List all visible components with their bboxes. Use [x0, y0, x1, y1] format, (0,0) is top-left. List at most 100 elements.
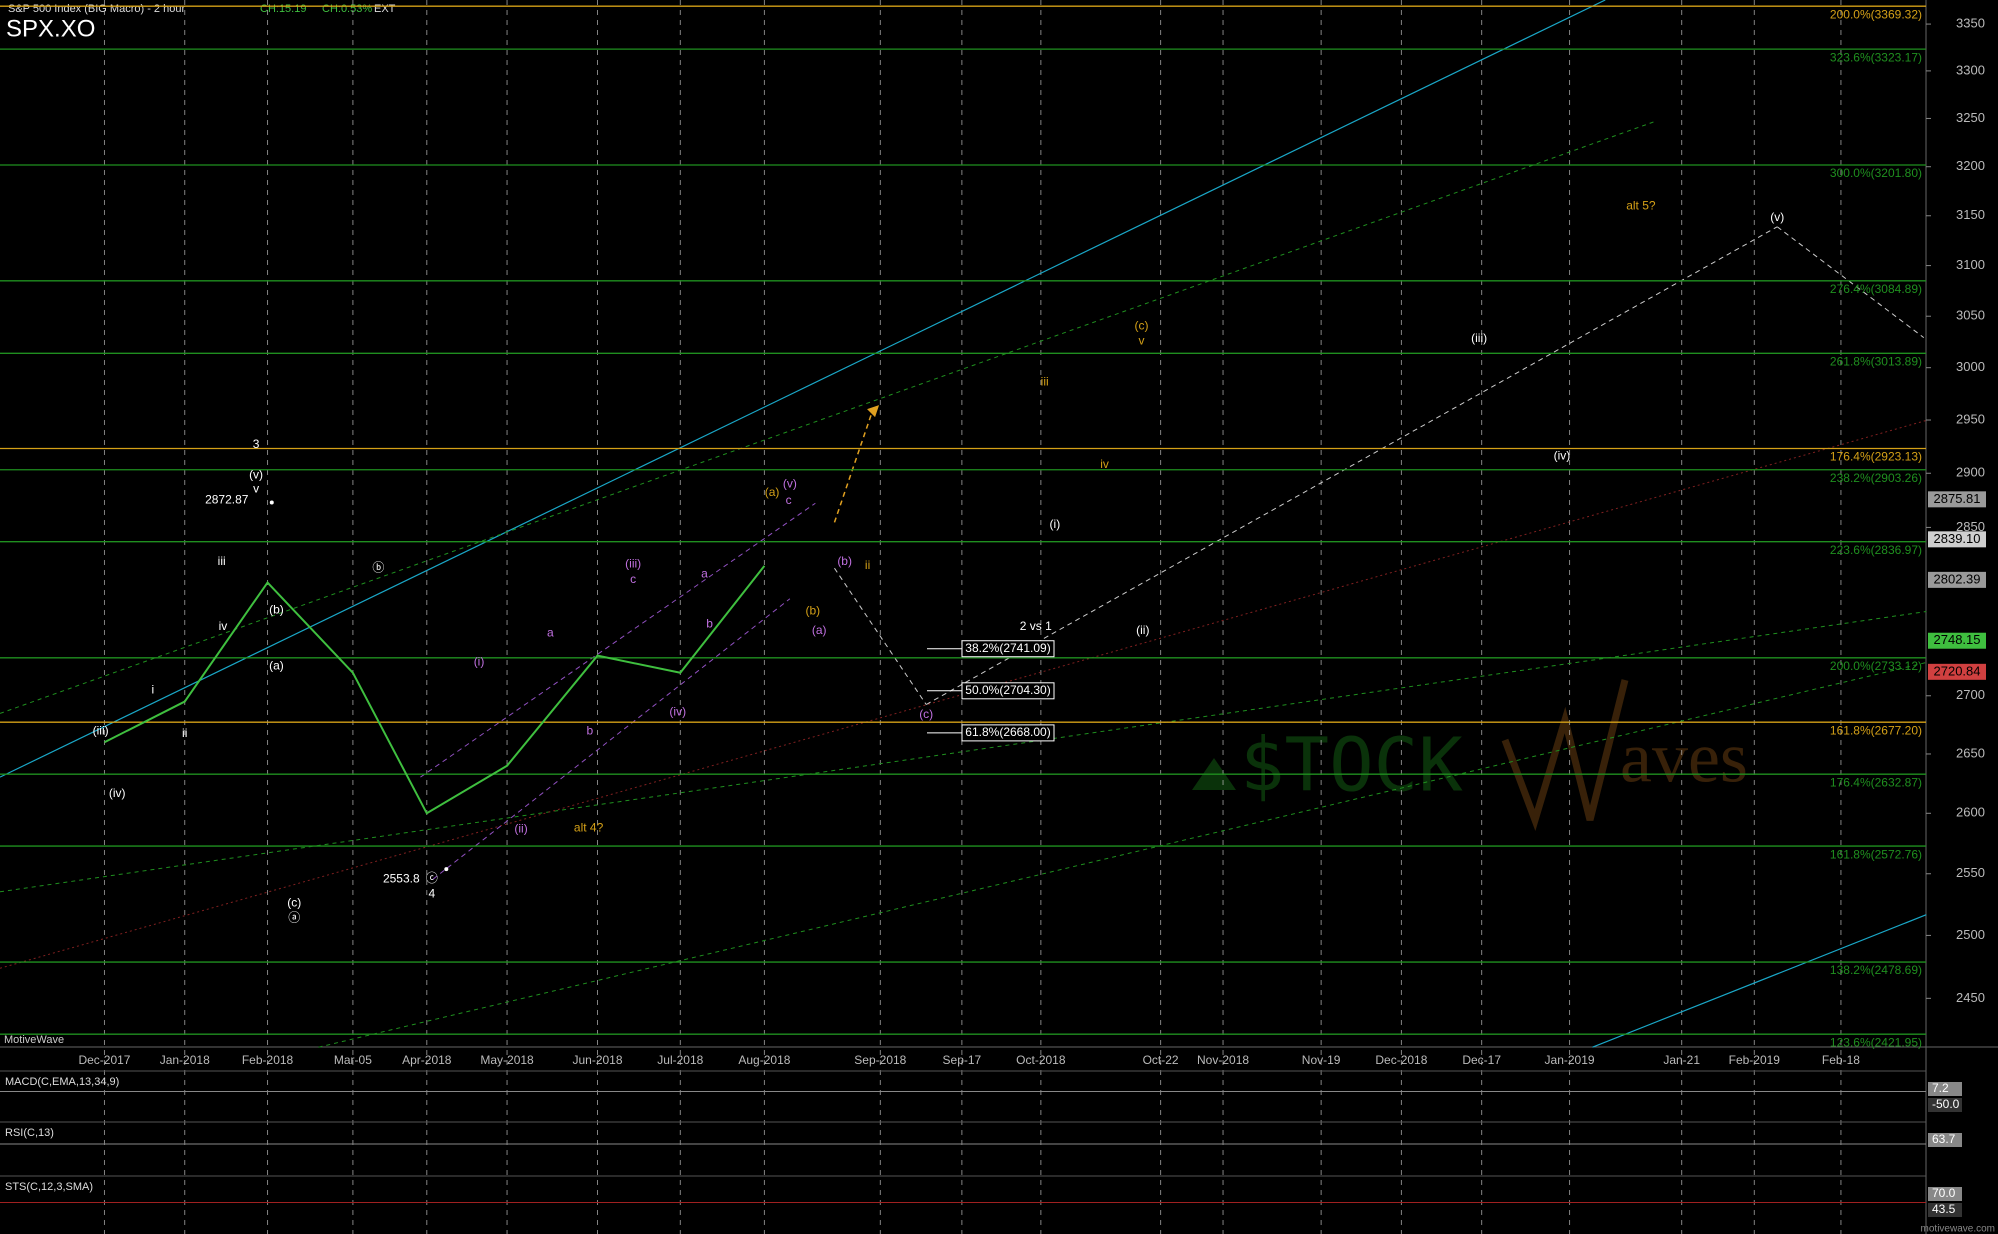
x-tick-label: Jul-2018: [657, 1053, 703, 1067]
wave-label: (c): [287, 895, 301, 909]
y-tick-label: 3250: [1956, 110, 1985, 125]
y-tick-label: 2700: [1956, 687, 1985, 702]
indicator-value-box: [1928, 1187, 1962, 1201]
x-tick-label: Sep-17: [943, 1053, 982, 1067]
pivot-label: 2553.8: [383, 871, 420, 885]
logo-triangle: [1192, 758, 1236, 812]
x-tick-label: May-2018: [480, 1053, 534, 1067]
price-marker: [1928, 531, 1986, 548]
wave-label: v: [253, 481, 259, 495]
x-tick-label: Jun-2018: [572, 1053, 622, 1067]
change: CH:15.19: [260, 3, 306, 15]
y-tick-label: 2550: [1956, 865, 1985, 880]
wave-label: (v): [783, 476, 797, 490]
indicator-value: 63.7: [1932, 1132, 1956, 1146]
wave-label: (a): [812, 623, 827, 637]
price-marker-label: 2802.39: [1934, 571, 1981, 586]
price-marker: [1928, 571, 1986, 588]
y-tick-label: 2600: [1956, 805, 1985, 820]
site: motivewave.com: [1921, 1224, 1995, 1234]
x-tick-label: Feb-2018: [242, 1053, 294, 1067]
wave-label: (a): [765, 485, 780, 499]
wave-label: (b): [805, 604, 820, 618]
x-tick-label: Jan-2019: [1545, 1053, 1595, 1067]
price-marker-label: 2748.15: [1934, 632, 1981, 647]
x-tick-label: Dec-2017: [78, 1053, 130, 1067]
retracement-box: [961, 640, 1055, 658]
wave-label: (a): [269, 658, 284, 672]
change-pct: CH:0.53%: [322, 3, 372, 15]
y-tick-label: 2450: [1956, 990, 1985, 1005]
pivot: [269, 500, 274, 505]
wave-label: i: [152, 683, 155, 697]
y-tick-label: 2900: [1956, 465, 1985, 480]
wave-label: b: [706, 616, 713, 630]
trend-line: [318, 661, 1927, 1048]
wave-label: (ii): [1136, 623, 1149, 637]
wave-label: (b): [269, 602, 284, 616]
wave-label: (ii): [514, 822, 527, 836]
trend-line: [1592, 914, 1927, 1048]
fib-label: 276.4%(3084.89): [1830, 282, 1922, 296]
fib-label: 223.6%(2836.97): [1830, 543, 1922, 557]
fib-label: 200.0%(2733.12): [1830, 659, 1922, 673]
fib-label: 161.8%(2572.76): [1830, 847, 1922, 861]
trend-line: [833, 413, 873, 523]
wave-label: 2 vs 1: [1020, 619, 1052, 633]
x-tick-label: Feb-2019: [1729, 1053, 1781, 1067]
fib-label: 300.0%(3201.80): [1830, 166, 1922, 180]
y-tick-label: 3350: [1956, 16, 1985, 31]
wave-label: (c): [1135, 318, 1149, 332]
projection-arrow: [867, 405, 880, 418]
x-tick-label: Oct-2018: [1016, 1053, 1066, 1067]
wave-label: 3: [253, 437, 260, 451]
fib-label: 123.6%(2421.95): [1830, 1035, 1922, 1049]
fib-label: 238.2%(2903.26): [1830, 471, 1922, 485]
trend-line: [1776, 226, 1925, 339]
indicator-label: RSI(C,13): [5, 1127, 54, 1139]
wave-label: ⓑ: [372, 560, 384, 574]
chart-title: S&P 500 Index (BIG Macro) - 2 hour: [8, 3, 185, 15]
wave-label: c: [786, 493, 792, 507]
price-marker-label: 2875.81: [1934, 491, 1981, 506]
price-marker: [1928, 491, 1986, 508]
wave-label: ⓐ: [288, 911, 300, 925]
fib-label: 261.8%(3013.89): [1830, 354, 1922, 368]
y-tick-label: 3200: [1956, 158, 1985, 173]
wave-label: c: [630, 572, 636, 586]
trend-line: [0, 120, 1657, 714]
x-tick-label: Jan-21: [1663, 1053, 1700, 1067]
x-tick-label: Oct-22: [1143, 1053, 1179, 1067]
wave-label: ii: [182, 726, 187, 740]
y-tick-label: 3300: [1956, 62, 1985, 77]
indicator-value-box: [1928, 1133, 1962, 1147]
wave-label: b: [587, 723, 594, 737]
symbol: SPX.XO: [6, 15, 95, 42]
x-tick-label: Nov-19: [1302, 1053, 1341, 1067]
wave-label: a: [701, 567, 708, 581]
wave-label: iv: [1100, 457, 1109, 471]
watermark-left: $TOCK: [1240, 723, 1463, 809]
retracement-label: 50.0%(2704.30): [965, 683, 1050, 697]
wave-label: (v): [249, 467, 263, 481]
wave-label: ii: [865, 558, 870, 572]
watermark: $TOCK aves: [1192, 679, 1748, 831]
indicator-label: MACD(C,EMA,13,34,9): [5, 1076, 119, 1088]
retracement-label: 61.8%(2668.00): [965, 725, 1050, 739]
wave-label: alt 4?: [574, 820, 604, 834]
x-tick-label: Sep-2018: [854, 1053, 906, 1067]
trend-line: [0, 0, 1606, 778]
price-marker: [1928, 632, 1986, 649]
indicator-value: -50.0: [1932, 1097, 1960, 1111]
x-tick-label: Mar-05: [334, 1053, 372, 1067]
trend-line: [432, 598, 791, 880]
x-tick-label: Jan-2018: [160, 1053, 210, 1067]
y-tick-label: 3100: [1956, 257, 1985, 272]
session: EXT: [374, 3, 396, 15]
retracement-label: 38.2%(2741.09): [965, 641, 1050, 655]
indicator-value: 7.2: [1932, 1081, 1949, 1095]
wave-label: a: [547, 625, 554, 639]
y-tick-label: 2850: [1956, 519, 1985, 534]
